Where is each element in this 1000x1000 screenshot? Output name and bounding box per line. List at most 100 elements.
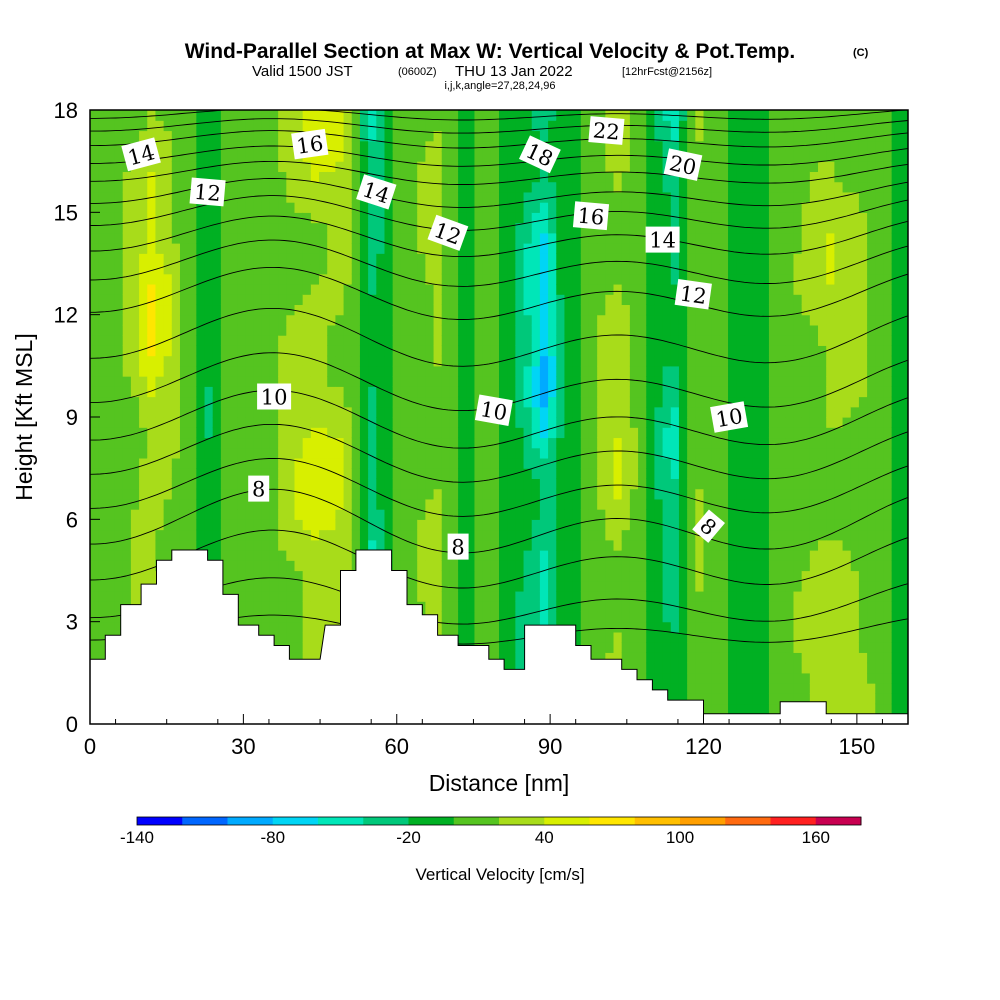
velocity-cell <box>499 314 508 326</box>
velocity-cell <box>474 222 484 234</box>
velocity-cell <box>359 417 369 428</box>
velocity-cell <box>605 468 615 479</box>
velocity-cell <box>261 550 271 561</box>
velocity-cell <box>678 468 688 479</box>
velocity-cell <box>220 550 230 561</box>
velocity-cell <box>482 273 492 285</box>
velocity-cell <box>98 304 107 316</box>
velocity-cell <box>523 376 533 387</box>
velocity-cell <box>768 642 778 653</box>
velocity-cell <box>237 273 247 285</box>
velocity-cell <box>204 253 214 265</box>
velocity-cell <box>531 294 541 306</box>
velocity-cell <box>212 498 222 510</box>
velocity-cell <box>629 601 639 613</box>
velocity-cell <box>654 283 664 295</box>
velocity-cell <box>155 335 165 346</box>
velocity-cell <box>171 468 181 479</box>
velocity-cell <box>155 191 165 203</box>
velocity-cell <box>417 396 426 408</box>
velocity-cell <box>130 365 140 377</box>
velocity-cell <box>359 263 369 275</box>
velocity-cell <box>351 191 361 203</box>
velocity-cell <box>114 294 124 306</box>
velocity-cell <box>523 560 533 572</box>
velocity-cell <box>400 468 410 479</box>
velocity-cell <box>245 539 255 551</box>
velocity-cell <box>278 263 287 275</box>
velocity-cell <box>179 417 189 428</box>
velocity-cell <box>139 396 148 408</box>
velocity-cell <box>678 519 688 531</box>
velocity-cell <box>302 478 312 490</box>
velocity-cell <box>163 263 173 275</box>
velocity-cell <box>744 283 754 295</box>
velocity-cell <box>719 427 729 439</box>
velocity-cell <box>425 376 435 387</box>
velocity-cell <box>400 488 410 500</box>
velocity-cell <box>433 304 443 316</box>
velocity-cell <box>122 202 132 213</box>
velocity-cell <box>253 529 263 541</box>
velocity-cell <box>188 437 197 449</box>
velocity-cell <box>139 294 148 306</box>
velocity-cell <box>629 212 639 224</box>
velocity-cell <box>368 294 377 306</box>
velocity-cell <box>204 120 214 132</box>
velocity-cell <box>425 273 435 285</box>
velocity-cell <box>728 212 737 224</box>
velocity-cell <box>400 417 410 428</box>
velocity-cell <box>220 283 230 295</box>
velocity-cell <box>580 243 590 254</box>
velocity-cell <box>237 212 247 224</box>
velocity-cell <box>523 437 533 449</box>
velocity-cell <box>343 243 353 254</box>
velocity-cell <box>155 232 165 244</box>
velocity-cell <box>703 447 713 459</box>
velocity-cell <box>728 222 737 234</box>
velocity-cell <box>130 294 140 306</box>
velocity-cell <box>269 457 279 469</box>
velocity-cell <box>286 130 296 142</box>
velocity-cell <box>539 253 549 265</box>
velocity-cell <box>449 457 459 469</box>
velocity-cell <box>646 488 656 500</box>
velocity-cell <box>261 590 271 602</box>
velocity-cell <box>646 120 656 132</box>
velocity-cell <box>98 529 107 541</box>
velocity-cell <box>253 580 263 592</box>
velocity-cell <box>359 355 369 367</box>
velocity-cell <box>507 130 516 142</box>
velocity-cell <box>155 406 165 418</box>
velocity-cell <box>515 304 525 316</box>
velocity-cell <box>449 263 459 275</box>
velocity-cell <box>106 222 116 234</box>
velocity-cell <box>458 631 467 643</box>
velocity-cell <box>629 263 639 275</box>
velocity-cell <box>687 181 696 193</box>
velocity-cell <box>417 110 426 121</box>
velocity-cell <box>433 437 443 449</box>
velocity-cell <box>580 621 590 633</box>
velocity-cell <box>662 253 672 265</box>
velocity-cell <box>425 396 435 408</box>
velocity-cell <box>310 601 320 613</box>
velocity-cell <box>678 345 688 357</box>
velocity-cell <box>719 243 729 254</box>
velocity-cell <box>114 355 124 367</box>
velocity-cell <box>728 120 737 132</box>
velocity-cell <box>597 590 606 602</box>
velocity-cell <box>728 590 737 602</box>
velocity-cell <box>719 120 729 132</box>
velocity-cell <box>662 294 672 306</box>
velocity-cell <box>204 202 214 213</box>
velocity-cell <box>711 580 721 592</box>
velocity-cell <box>539 120 549 132</box>
velocity-cell <box>433 386 443 398</box>
velocity-cell <box>507 110 516 121</box>
velocity-cell <box>588 355 598 367</box>
velocity-cell <box>433 529 443 541</box>
velocity-cell <box>384 314 394 326</box>
velocity-cell <box>106 294 116 306</box>
velocity-cell <box>490 386 500 398</box>
